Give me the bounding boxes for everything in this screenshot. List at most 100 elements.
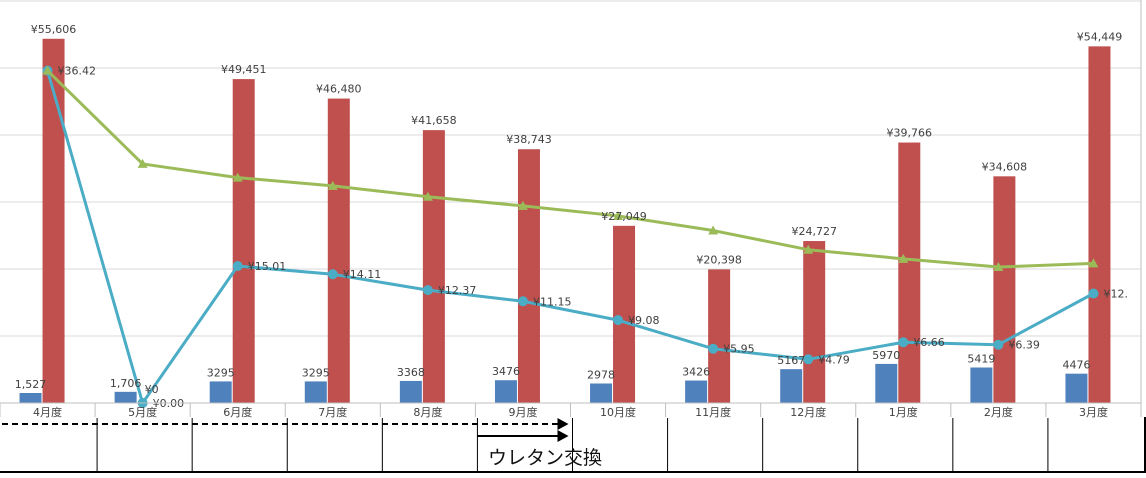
- bar-red: [898, 142, 921, 403]
- line-blue: [46, 70, 1095, 405]
- x-tick-label: 9月度: [508, 405, 537, 419]
- bar-blue: [970, 367, 993, 403]
- bar-red: [803, 241, 826, 403]
- line-marker: [327, 180, 338, 190]
- bar-blue-label: 3295: [207, 366, 235, 379]
- bar-red-label: ¥39,766: [887, 127, 933, 140]
- bar-red-label: ¥41,658: [411, 114, 457, 127]
- bar-blue-label: 3476: [492, 365, 520, 378]
- bar-red: [422, 130, 445, 403]
- line-blue-label: ¥5.95: [723, 343, 755, 356]
- bar-blue-label: 5167: [777, 354, 805, 367]
- bar-red-zero-label: ¥0: [145, 383, 159, 396]
- line-marker: [803, 244, 814, 254]
- bar-red: [327, 98, 350, 403]
- bar-blue-label: 1,706: [110, 377, 142, 390]
- bar-red: [1088, 46, 1111, 404]
- data-labels: 1,527 1,706 3295 3295 3368 3476 2978 3426 5167 59…: [15, 23, 1128, 410]
- line-marker: [993, 339, 1004, 350]
- line-marker: [708, 225, 719, 235]
- bar-red: [613, 225, 636, 403]
- line-marker: [613, 315, 624, 326]
- line-marker: [327, 269, 338, 280]
- lines: [42, 65, 1099, 408]
- line-marker: [803, 354, 814, 365]
- line-marker: [993, 262, 1004, 272]
- bar-blue: [19, 392, 42, 403]
- line-blue-label: ¥15.01: [248, 260, 286, 273]
- bar-blue: [685, 380, 708, 403]
- line-marker: [517, 296, 528, 307]
- bar-blue: [209, 381, 232, 403]
- line-marker: [422, 191, 433, 201]
- bar-red-label: ¥46,480: [316, 83, 362, 96]
- bar-blue-label: 1,527: [15, 378, 47, 391]
- bar-blue-label: 5419: [967, 353, 995, 366]
- bar-red-label: ¥24,727: [791, 225, 837, 238]
- line-marker: [42, 65, 53, 75]
- bar-red: [517, 149, 540, 403]
- bar-blue: [1065, 373, 1088, 403]
- line-blue-label: ¥12.37: [438, 284, 477, 297]
- x-tick-label: 8月度: [413, 405, 442, 419]
- bar-red-label: ¥55,606: [31, 23, 77, 36]
- line-marker: [232, 261, 243, 272]
- bar-blue: [399, 380, 422, 403]
- x-tick-label: 3月度: [1079, 405, 1108, 419]
- gridlines: [0, 0, 1142, 403]
- solid-arrow-head: [557, 430, 569, 442]
- bar-red-label: ¥34,608: [982, 160, 1028, 173]
- bar-red-label: ¥20,398: [696, 253, 742, 266]
- line-marker: [1088, 258, 1099, 268]
- bar-red-label: ¥49,451: [221, 63, 267, 76]
- line-blue-label: ¥12.: [1103, 288, 1128, 301]
- bar-blue: [114, 391, 137, 403]
- bar-blue-label: 3426: [682, 366, 710, 379]
- x-tick-label: 12月度: [790, 405, 826, 419]
- bar-red: [708, 269, 731, 403]
- bars: [19, 38, 1111, 404]
- bar-blue: [875, 363, 898, 403]
- x-tick-label: 5月度: [128, 405, 157, 419]
- line-blue-label: ¥9.08: [628, 314, 660, 327]
- bar-red-label: ¥38,743: [506, 133, 552, 146]
- bar-red: [42, 38, 65, 403]
- line-blue-label: ¥11.15: [533, 295, 572, 308]
- x-tick-label: 2月度: [984, 405, 1013, 419]
- line-blue-label: ¥36.42: [58, 65, 97, 78]
- line-blue-label: ¥6.39: [1008, 339, 1040, 352]
- bar-blue: [590, 383, 613, 403]
- x-tick-label: 4月度: [33, 405, 62, 419]
- bar-blue: [304, 381, 327, 403]
- bar-red: [993, 176, 1016, 403]
- bar-blue: [494, 380, 517, 403]
- bar-blue: [780, 369, 803, 403]
- x-tick-label: 1月度: [889, 405, 918, 419]
- line-green: [46, 69, 1094, 269]
- line-marker: [613, 210, 624, 220]
- bar-red-label: ¥27,049: [601, 210, 647, 223]
- x-tick-label: 11月度: [695, 405, 731, 419]
- x-axis: 4月度 5月度 6月度 7月度 8月度 9月度 10月度 11月度 12月度 1月度 2月度 3月度: [0, 402, 1142, 419]
- line-marker: [422, 285, 433, 296]
- line-marker: [708, 343, 719, 354]
- line-blue-label: ¥4.79: [818, 353, 850, 366]
- line-blue-label: ¥14.11: [343, 268, 382, 281]
- x-tick-label: 7月度: [318, 405, 347, 419]
- line-blue-label: ¥6.66: [913, 336, 945, 349]
- line-marker: [137, 158, 148, 168]
- annotation-text: ウレタン交換: [488, 447, 602, 469]
- bar-blue-label: 4476: [1062, 359, 1090, 372]
- line-marker: [517, 200, 528, 210]
- annotation-table: [0, 417, 1146, 473]
- line-marker: [898, 253, 909, 263]
- bar-blue-label: 5970: [872, 349, 900, 362]
- dashed-arrow-head: [557, 418, 569, 430]
- line-marker: [1088, 288, 1099, 299]
- bar-blue-label: 2978: [587, 368, 615, 381]
- bar-red: [232, 79, 255, 403]
- bar-red-label: ¥54,449: [1077, 30, 1123, 43]
- bar-blue-label: 3368: [397, 366, 425, 379]
- line-marker: [898, 337, 909, 348]
